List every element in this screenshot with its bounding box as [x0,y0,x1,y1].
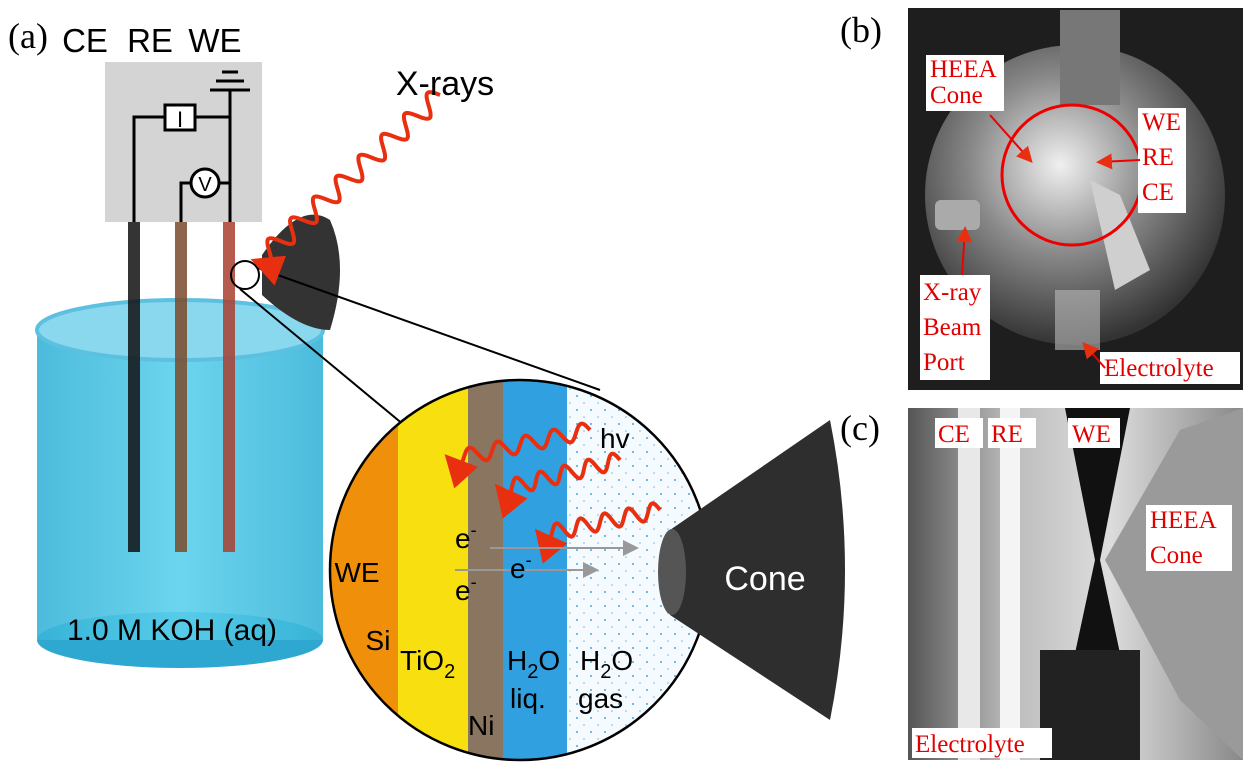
superscript: - [471,572,477,592]
layer-label: Ni [468,710,494,741]
subscript: 2 [527,661,538,683]
zoom-circle [231,261,259,289]
photo-port [935,200,980,230]
annotation: HEEA [930,56,997,83]
meter-label: V [198,174,212,196]
electrode-label: CE [62,22,108,59]
formula: TiO [400,645,444,676]
figure: (a) CE RE WE I V 1.0 M KOH (aq) X-rays C… [0,0,1249,767]
layer-label: gas [578,683,623,714]
formula: H [507,645,527,676]
subscript: 2 [600,661,611,683]
meter-label: I [177,107,183,132]
electrode-label: RE [127,22,173,59]
formula: O [538,645,560,676]
e: e [510,553,526,584]
photo-re [1000,408,1020,760]
panel-label: (b) [840,10,882,50]
panel-label: (c) [840,408,880,448]
photo-cone [1060,10,1120,105]
annotation: RE [1142,144,1174,171]
annotation: WE [1142,109,1181,136]
electrode-ce [128,222,140,552]
photon-label: hv [600,423,630,454]
layer-label: WE [334,557,379,588]
annotation: HEEA [1150,507,1217,534]
e: e [455,575,471,606]
panel-label: (a) [8,16,48,56]
photo-ce [958,408,980,760]
e: e [455,523,471,554]
annotation: Port [923,349,965,376]
annotation: CE [938,421,970,448]
cone-tip [658,529,686,615]
layer-label: liq. [510,683,546,714]
page: (a) CE RE WE I V 1.0 M KOH (aq) X-rays C… [0,0,1249,767]
annotation: X-ray [923,279,982,306]
annotation: Cone [930,82,983,109]
electrode-re [175,222,187,552]
annotation: Electrolyte [915,731,1025,758]
annotation: Beam [923,314,982,341]
subscript: 2 [444,661,455,683]
annotation: RE [991,421,1023,448]
superscript: - [471,520,477,540]
xray-label: X-rays [396,65,494,103]
superscript: - [526,550,532,570]
cone-label: Cone [724,560,805,598]
electrode-label: WE [188,22,241,59]
annotation: Electrolyte [1104,355,1214,382]
electrolyte-label: 1.0 M KOH (aq) [67,614,277,647]
formula: H [580,645,600,676]
photo-beaker [1040,650,1140,760]
annotation: WE [1072,421,1111,448]
layer-label: Si [366,625,391,656]
photo-beaker [1055,290,1100,350]
annotation: Cone [1150,542,1203,569]
potentiostat [105,62,262,222]
electrode-we [223,222,235,552]
annotation: CE [1142,179,1174,206]
formula: O [611,645,633,676]
